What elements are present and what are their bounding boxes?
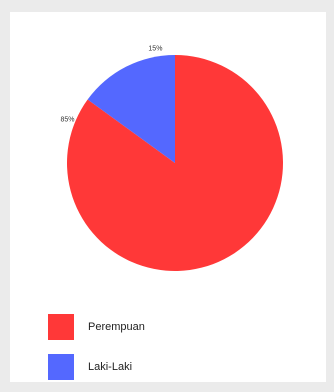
legend-item-laki-laki: Laki-Laki xyxy=(48,354,132,380)
pie-chart: 85% 15% xyxy=(60,46,283,271)
legend-label-laki-laki: Laki-Laki xyxy=(88,361,133,373)
pie-slice-laki-laki xyxy=(87,55,175,163)
legend-item-perempuan: Perempuan xyxy=(48,314,145,340)
legend-swatch-laki-laki xyxy=(48,354,74,380)
legend-label-perempuan: Perempuan xyxy=(88,321,145,333)
legend-swatch-perempuan xyxy=(48,314,74,340)
pie-label-laki-laki: 15% xyxy=(148,46,162,53)
chart-card: 85% 15% Perempuan Laki-Laki xyxy=(10,12,326,382)
pie-label-perempuan: 85% xyxy=(60,116,74,123)
